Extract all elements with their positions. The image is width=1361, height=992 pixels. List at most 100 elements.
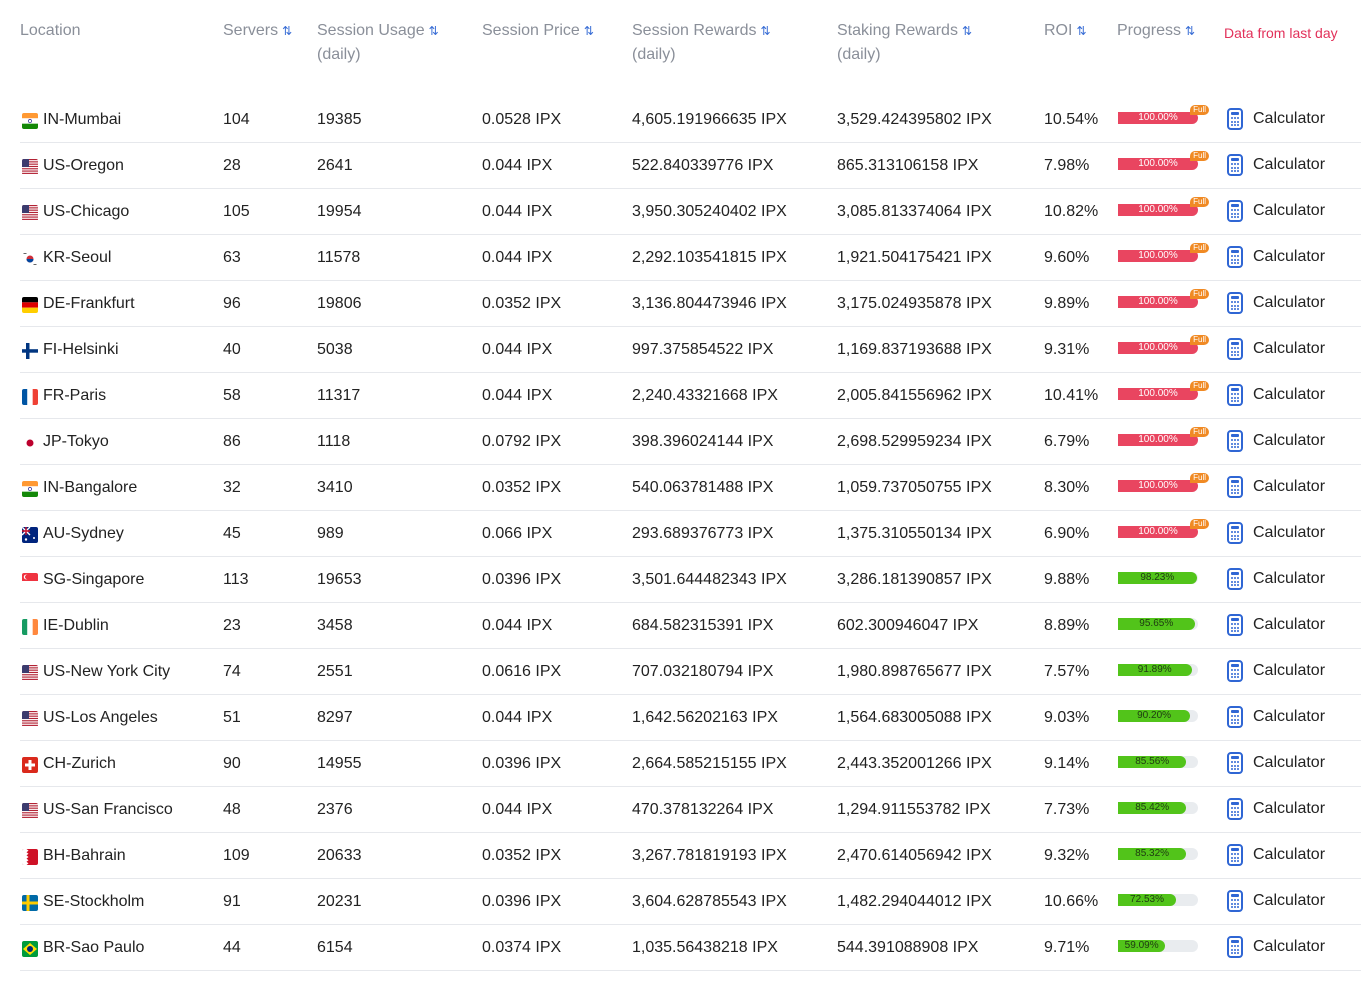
servers-value: 40 <box>223 341 241 358</box>
servers-value: 113 <box>223 571 249 588</box>
sort-icon[interactable]: ⇅ <box>1076 24 1087 38</box>
calculator-icon[interactable] <box>1227 752 1243 774</box>
calculator-button[interactable]: Calculator <box>1253 616 1326 633</box>
calculator-button[interactable]: Calculator <box>1253 202 1326 219</box>
calculator-icon[interactable] <box>1227 936 1243 958</box>
header-session-rewards[interactable]: Session Rewards ⇅ (daily) <box>632 22 771 63</box>
roi-value: 9.60% <box>1044 249 1090 266</box>
session-rewards-value: 293.689376773 IPX <box>632 525 774 542</box>
session-price-value: 0.066 IPX <box>482 525 553 542</box>
sort-icon[interactable]: ⇅ <box>1185 24 1196 38</box>
flag-icon <box>22 389 38 405</box>
session-usage-value: 2376 <box>317 801 353 818</box>
calculator-icon[interactable] <box>1227 522 1243 544</box>
full-badge: Full <box>1190 289 1209 299</box>
full-badge: Full <box>1190 427 1209 437</box>
calculator-button[interactable]: Calculator <box>1253 248 1326 265</box>
header-staking-rewards[interactable]: Staking Rewards ⇅ (daily) <box>837 22 973 63</box>
session-rewards-value: 522.840339776 IPX <box>632 157 774 174</box>
calculator-button[interactable]: Calculator <box>1253 110 1326 127</box>
staking-rewards-value: 1,921.504175421 IPX <box>837 249 992 266</box>
progress-bar: 72.53% <box>1118 894 1198 906</box>
progress-label: 100.00% <box>1138 158 1178 169</box>
calculator-icon[interactable] <box>1227 200 1243 222</box>
staking-rewards-value: 3,175.024935878 IPX <box>837 295 992 312</box>
servers-value: 104 <box>223 111 250 128</box>
staking-rewards-value: 1,482.294044012 IPX <box>837 893 992 910</box>
servers-value: 23 <box>223 617 241 634</box>
calculator-icon[interactable] <box>1227 660 1243 682</box>
header-progress[interactable]: Progress ⇅ <box>1117 22 1196 39</box>
calculator-button[interactable]: Calculator <box>1253 892 1326 909</box>
calculator-icon[interactable] <box>1227 614 1243 636</box>
table-row: US-Los Angeles 51 8297 0.044 IPX 1,642.56202… <box>20 695 1361 741</box>
progress-bar: 91.89% <box>1118 664 1198 676</box>
session-usage-value: 19954 <box>317 203 362 220</box>
calculator-button[interactable]: Calculator <box>1253 478 1326 495</box>
progress-label: 100.00% <box>1138 296 1178 307</box>
sort-icon[interactable]: ⇅ <box>428 24 439 38</box>
calculator-button[interactable]: Calculator <box>1253 432 1326 449</box>
session-usage-value: 20231 <box>317 893 362 910</box>
staking-rewards-value: 2,698.529959234 IPX <box>837 433 992 450</box>
calculator-icon[interactable] <box>1227 798 1243 820</box>
calculator-icon[interactable] <box>1227 844 1243 866</box>
roi-value: 9.32% <box>1044 847 1090 864</box>
servers-value: 48 <box>223 801 241 818</box>
header-session-usage[interactable]: Session Usage ⇅ (daily) <box>317 22 439 63</box>
calculator-icon[interactable] <box>1227 890 1243 912</box>
session-rewards-value: 707.032180794 IPX <box>632 663 774 680</box>
staking-rewards-value: 1,564.683005088 IPX <box>837 709 992 726</box>
sort-icon[interactable]: ⇅ <box>760 24 771 38</box>
calculator-icon[interactable] <box>1227 338 1243 360</box>
calculator-button[interactable]: Calculator <box>1253 846 1326 863</box>
calculator-icon[interactable] <box>1227 384 1243 406</box>
session-usage-value: 3410 <box>317 479 353 496</box>
calculator-icon[interactable] <box>1227 706 1243 728</box>
calculator-icon[interactable] <box>1227 246 1243 268</box>
calculator-button[interactable]: Calculator <box>1253 570 1326 587</box>
progress-bar: 100.00% Full <box>1118 243 1209 262</box>
calculator-icon[interactable] <box>1227 292 1243 314</box>
header-servers[interactable]: Servers ⇅ <box>223 22 293 39</box>
sort-icon[interactable]: ⇅ <box>961 24 973 38</box>
session-price-value: 0.0528 IPX <box>482 111 562 128</box>
calculator-button[interactable]: Calculator <box>1253 662 1326 679</box>
session-rewards-value: 3,604.628785543 IPX <box>632 893 787 910</box>
session-usage-value: 19653 <box>317 571 362 588</box>
calculator-button[interactable]: Calculator <box>1253 294 1326 311</box>
progress-fill <box>1118 388 1198 400</box>
sort-icon[interactable]: ⇅ <box>282 24 293 38</box>
staking-rewards-value: 1,375.310550134 IPX <box>837 525 992 542</box>
calculator-button[interactable]: Calculator <box>1253 340 1326 357</box>
calculator-button[interactable]: Calculator <box>1253 708 1326 725</box>
roi-value: 6.79% <box>1044 433 1090 450</box>
progress-label: 95.65% <box>1139 618 1174 629</box>
flag-icon <box>22 205 38 221</box>
session-usage-value: 3458 <box>317 617 353 634</box>
header-roi[interactable]: ROI ⇅ <box>1044 22 1087 39</box>
calculator-icon[interactable] <box>1227 154 1243 176</box>
calculator-button[interactable]: Calculator <box>1253 386 1326 403</box>
session-price-value: 0.044 IPX <box>482 341 553 358</box>
flag-icon <box>22 711 38 727</box>
session-price-value: 0.044 IPX <box>482 387 553 404</box>
header-session-price[interactable]: Session Price ⇅ <box>482 22 594 39</box>
roi-value: 9.88% <box>1044 571 1090 588</box>
full-badge: Full <box>1190 335 1209 345</box>
calculator-icon[interactable] <box>1227 430 1243 452</box>
sort-icon[interactable]: ⇅ <box>583 24 594 38</box>
calculator-icon[interactable] <box>1227 568 1243 590</box>
calculator-button[interactable]: Calculator <box>1253 156 1326 173</box>
location-name: DE-Frankfurt <box>43 295 135 312</box>
calculator-button[interactable]: Calculator <box>1253 754 1326 771</box>
calculator-button[interactable]: Calculator <box>1253 524 1326 541</box>
flag-icon <box>22 343 38 359</box>
table-body: IN-Mumbai 104 19385 0.0528 IPX 4,605.1919666… <box>20 97 1361 971</box>
servers-value: 32 <box>223 479 241 496</box>
calculator-icon[interactable] <box>1227 476 1243 498</box>
calculator-button[interactable]: Calculator <box>1253 800 1326 817</box>
calculator-button[interactable]: Calculator <box>1253 938 1326 955</box>
calculator-icon[interactable] <box>1227 108 1243 130</box>
progress-fill <box>1118 710 1191 722</box>
